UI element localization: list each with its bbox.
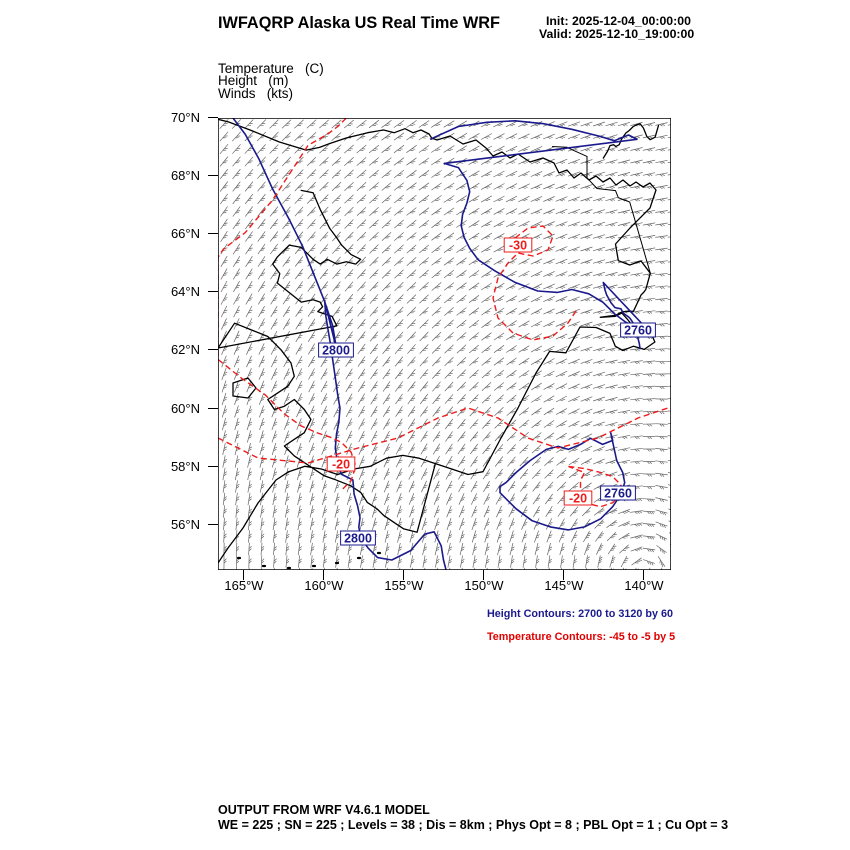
- svg-text:2800: 2800: [344, 532, 372, 546]
- svg-text:-30: -30: [509, 239, 527, 253]
- svg-text:-20: -20: [332, 458, 350, 472]
- svg-text:2800: 2800: [322, 344, 350, 358]
- svg-text:2760: 2760: [624, 324, 652, 338]
- svg-text:-20: -20: [569, 492, 587, 506]
- svg-text:2760: 2760: [604, 487, 632, 501]
